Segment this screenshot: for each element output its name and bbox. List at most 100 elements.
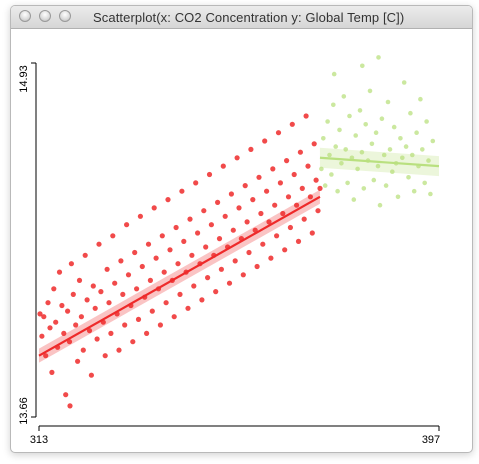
series-1-point-73 xyxy=(179,188,185,194)
series-1-point-19 xyxy=(73,322,79,328)
series-1-point-28 xyxy=(90,283,96,289)
series-1-point-120 xyxy=(272,202,278,208)
series-2-point-2 xyxy=(321,136,326,141)
series-2-point-39 xyxy=(395,194,401,200)
series-1-point-23 xyxy=(80,347,86,353)
series-1-point-99 xyxy=(230,227,236,233)
series-1-point-12 xyxy=(59,302,65,309)
series-1-point-50 xyxy=(134,286,140,292)
series-2-point-13 xyxy=(343,147,349,152)
series-2-point-35 xyxy=(387,147,393,152)
y-axis-max-label: 14.93 xyxy=(18,65,30,93)
series-1-point-138 xyxy=(307,194,313,200)
series-1-point-67 xyxy=(167,247,173,253)
series-2-point-17 xyxy=(351,197,357,202)
series-2-point-44 xyxy=(406,175,411,180)
series-1-point-66 xyxy=(165,197,171,203)
series-1-point-42 xyxy=(118,258,124,264)
series-1-point-128 xyxy=(287,224,293,231)
series-1-point-74 xyxy=(181,238,187,244)
plot-area[interactable]: 14.93 13.66 313 397 xyxy=(11,29,472,452)
series-1-trend-line xyxy=(38,195,321,357)
x-axis-max-label: 397 xyxy=(422,434,440,446)
series-1-point-136 xyxy=(303,113,309,119)
series-1-point-114 xyxy=(260,241,266,247)
series-2-point-42 xyxy=(401,80,407,85)
series-1-point-27 xyxy=(88,372,94,378)
series-1-point-107 xyxy=(246,249,252,256)
series-2-point-50 xyxy=(418,96,423,102)
series-1-point-81 xyxy=(195,230,201,236)
series-1-point-71 xyxy=(175,261,181,267)
close-window-button[interactable] xyxy=(19,10,31,22)
series-1-point-20 xyxy=(75,358,81,364)
series-2-point-25 xyxy=(367,88,373,94)
series-1-point-48 xyxy=(130,339,136,345)
series-1-point-134 xyxy=(299,185,305,191)
data-marks xyxy=(37,55,440,409)
series-1-point-64 xyxy=(161,269,167,275)
series-1-point-44 xyxy=(122,322,128,328)
series-1-point-21 xyxy=(76,277,83,283)
series-2-point-14 xyxy=(345,180,350,186)
series-1-point-113 xyxy=(258,210,264,217)
series-1-point-124 xyxy=(280,210,286,217)
series-1-point-100 xyxy=(232,258,238,264)
series-1-point-13 xyxy=(61,330,67,336)
zoom-window-button[interactable] xyxy=(59,10,71,22)
series-1-point-59 xyxy=(151,205,157,211)
series-2-point-11 xyxy=(339,161,344,166)
series-2-point-3 xyxy=(322,183,328,188)
series-1-point-37 xyxy=(108,330,114,336)
series-1-point-115 xyxy=(262,138,268,144)
series-1-point-135 xyxy=(301,216,307,222)
series-2-point-18 xyxy=(353,133,359,138)
series-1-point-39 xyxy=(112,280,118,286)
series-1-point-3 xyxy=(41,314,47,320)
series-1-point-43 xyxy=(120,291,126,297)
series-2-point-4 xyxy=(325,119,330,124)
series-2-point-36 xyxy=(390,169,395,174)
window-title: Scatterplot(x: CO2 Concentration y: Glob… xyxy=(93,10,405,25)
series-1-point-102 xyxy=(236,205,242,211)
series-1-point-142 xyxy=(315,208,321,214)
series-1-point-90 xyxy=(213,289,219,295)
series-2-point-20 xyxy=(357,108,363,113)
series-1-point-141 xyxy=(313,177,319,183)
series-1-point-139 xyxy=(309,230,315,236)
title-bar[interactable]: Scatterplot(x: CO2 Concentration y: Glob… xyxy=(11,6,472,29)
series-1-point-35 xyxy=(104,266,110,272)
series-2-point-48 xyxy=(414,130,419,135)
series-1-point-78 xyxy=(189,252,195,258)
series-1-point-17 xyxy=(68,261,74,267)
series-1-point-118 xyxy=(268,255,274,261)
series-1-point-38 xyxy=(110,233,116,239)
series-2-point-51 xyxy=(420,147,425,152)
series-1-point-126 xyxy=(284,158,290,164)
series-1-point-143 xyxy=(317,185,323,191)
series-2-point-23 xyxy=(363,122,369,127)
series-2-point-6 xyxy=(329,172,334,177)
series-1-point-76 xyxy=(185,305,191,311)
series-1-point-26 xyxy=(86,328,93,334)
series-2-point-29 xyxy=(375,163,381,169)
series-2-point-46 xyxy=(410,152,415,158)
series-1-point-91 xyxy=(215,199,221,205)
series-2-point-26 xyxy=(369,141,375,147)
series-2-point-41 xyxy=(400,155,405,161)
series-2-point-22 xyxy=(361,186,367,191)
series-1-point-119 xyxy=(270,166,276,172)
series-1-point-111 xyxy=(254,263,260,270)
minimize-window-button[interactable] xyxy=(39,10,51,22)
series-2-point-37 xyxy=(391,124,397,130)
series-2-point-47 xyxy=(411,188,417,194)
series-1-point-97 xyxy=(226,280,233,286)
series-1-point-52 xyxy=(137,213,143,219)
series-2-point-58 xyxy=(376,55,381,60)
series-1-point-11 xyxy=(56,269,63,275)
series-1-point-106 xyxy=(244,219,250,225)
series-1-point-62 xyxy=(157,322,163,328)
scatterplot-chart[interactable]: 14.93 13.66 313 397 xyxy=(11,29,472,452)
series-1-point-15 xyxy=(65,308,71,314)
series-1-point-49 xyxy=(132,249,138,256)
